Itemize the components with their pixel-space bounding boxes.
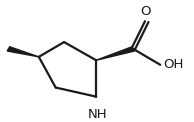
Text: OH: OH [164, 58, 184, 71]
Text: O: O [140, 5, 150, 18]
Text: NH: NH [88, 108, 108, 121]
Polygon shape [96, 47, 135, 60]
Polygon shape [7, 47, 39, 57]
